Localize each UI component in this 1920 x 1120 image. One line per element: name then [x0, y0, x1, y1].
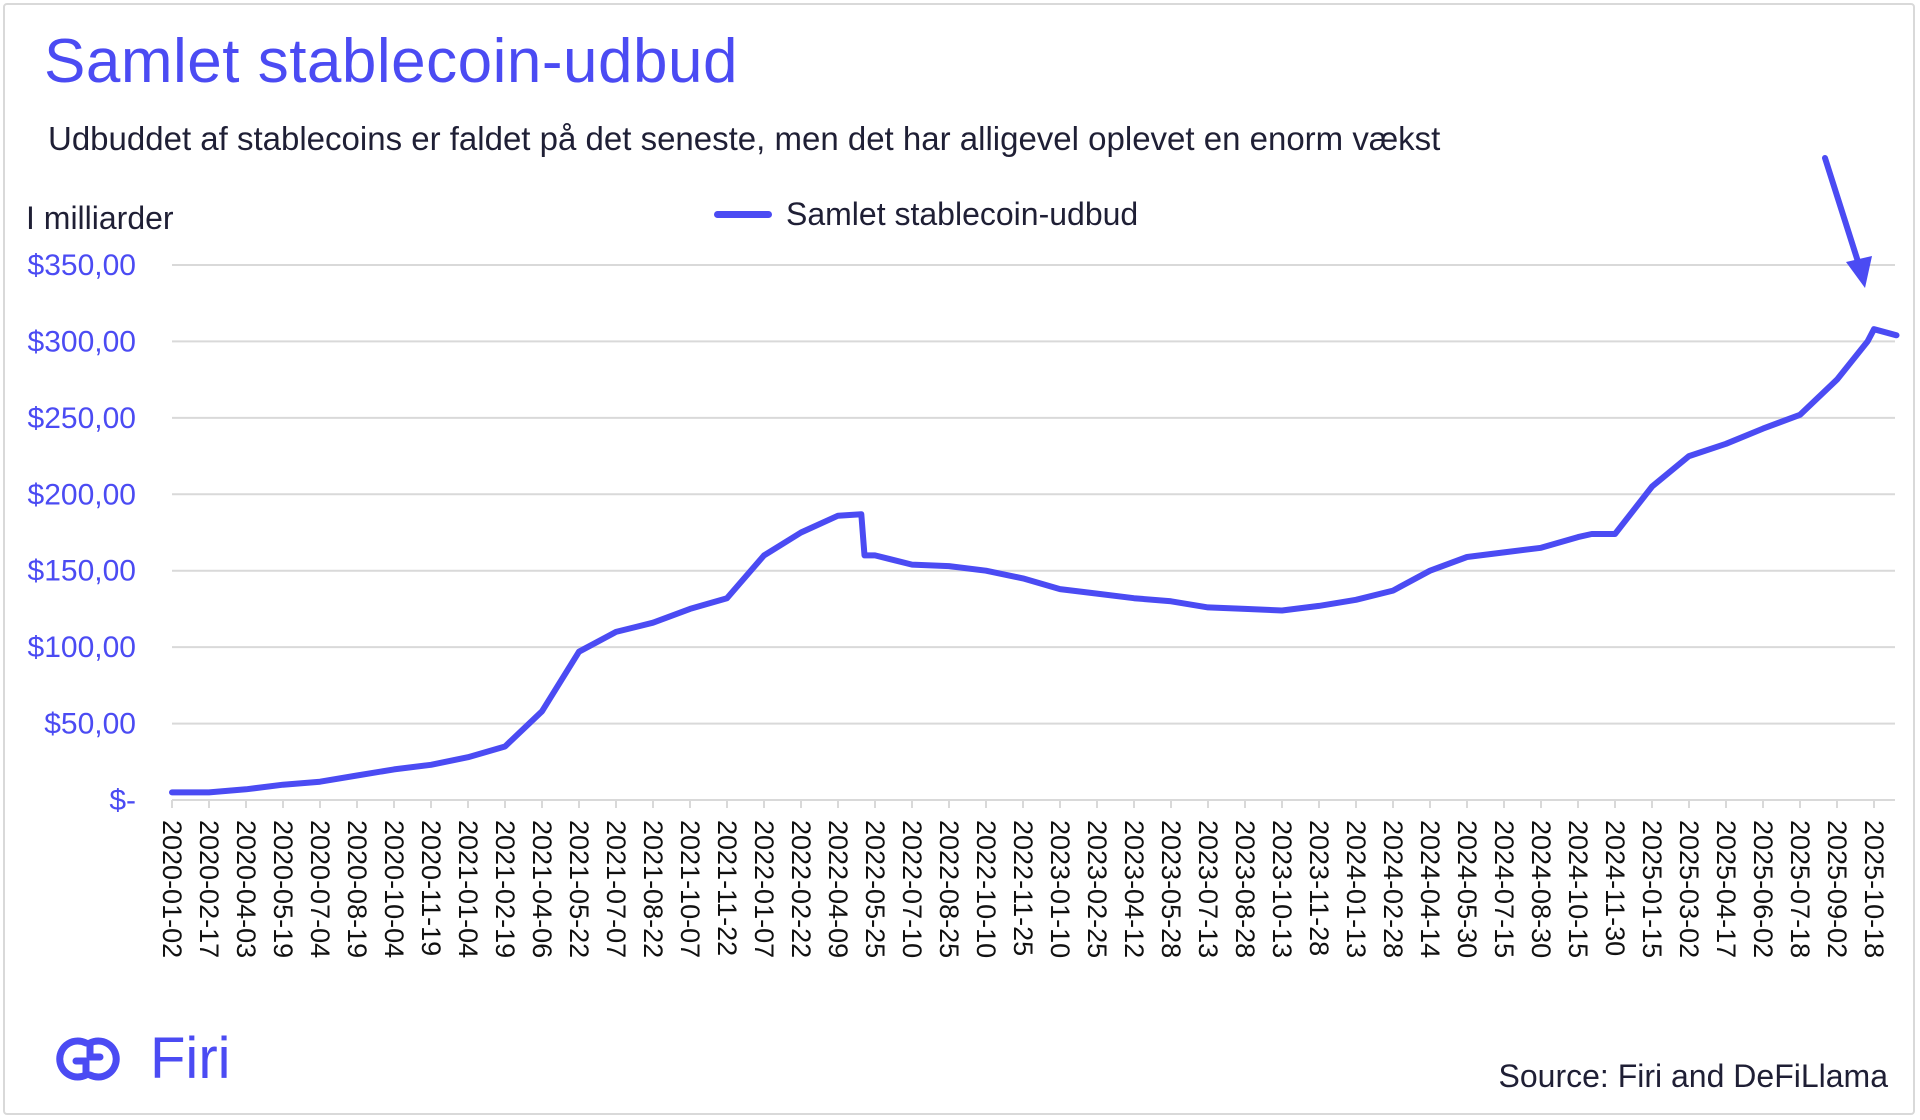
- x-tick-label: 2021-02-19: [490, 820, 520, 958]
- y-tick-label: $-: [109, 784, 136, 817]
- legend-swatch: [714, 211, 772, 218]
- x-tick-label: 2022-11-25: [1008, 820, 1038, 956]
- y-tick-label: $200,00: [28, 478, 136, 511]
- x-tick-label: 2025-06-02: [1748, 820, 1778, 958]
- x-tick-label: 2024-05-30: [1452, 820, 1482, 958]
- x-tick-label: 2021-07-07: [601, 820, 631, 958]
- y-tick-label: $250,00: [28, 402, 136, 435]
- x-tick-label: 2022-10-10: [971, 820, 1001, 958]
- x-tick-label: 2025-09-02: [1822, 820, 1852, 958]
- x-tick-label: 2020-04-03: [231, 820, 261, 958]
- x-tick-label: 2021-11-22: [712, 820, 742, 956]
- legend-label: Samlet stablecoin-udbud: [786, 196, 1139, 232]
- annotation-arrow-shaft: [1822, 155, 1863, 271]
- x-tick-label: 2023-04-12: [1119, 820, 1149, 958]
- x-tick-label: 2023-10-13: [1267, 820, 1297, 958]
- x-tick-label: 2020-07-04: [305, 820, 335, 958]
- x-tick-label: 2022-07-10: [897, 820, 927, 958]
- x-tick-label: 2021-08-22: [638, 820, 668, 958]
- source-note: Source: Firi and DeFiLlama: [1498, 1058, 1888, 1094]
- annotation-arrow-head: [1846, 256, 1872, 288]
- series-line: [169, 326, 1900, 796]
- y-tick-label: $300,00: [28, 325, 136, 358]
- x-tick-label: 2020-05-19: [268, 820, 298, 958]
- x-tick-label: 2021-10-07: [675, 820, 705, 958]
- x-tick-label: 2025-10-18: [1859, 820, 1889, 958]
- x-tick-label: 2024-07-15: [1489, 820, 1519, 958]
- legend: Samlet stablecoin-udbud: [714, 196, 1138, 233]
- y-tick-label: $150,00: [28, 555, 136, 588]
- x-tick-label: 2024-08-30: [1526, 820, 1556, 958]
- x-tick-label: 2024-11-30: [1600, 820, 1630, 956]
- x-tick-label: 2020-08-19: [342, 820, 372, 958]
- x-tick-label: 2021-04-06: [527, 820, 557, 958]
- x-tick-label: 2025-07-18: [1785, 820, 1815, 958]
- firi-logo-icon: [56, 1037, 120, 1080]
- chart-title: Samlet stablecoin-udbud: [44, 27, 738, 96]
- x-tick-label: 2025-03-02: [1674, 820, 1704, 958]
- y-tick-label: $100,00: [28, 631, 136, 664]
- x-tick-label: 2025-01-15: [1637, 820, 1667, 958]
- y-tick-label: $350,00: [28, 249, 136, 282]
- x-tick-label: 2022-01-07: [749, 820, 779, 958]
- x-tick-label: 2021-05-22: [564, 820, 594, 958]
- chart-frame: [3, 3, 1915, 1115]
- x-tick-label: 2022-08-25: [934, 820, 964, 958]
- firi-logo: Firi: [38, 1025, 231, 1092]
- y-tick-label: $50,00: [44, 708, 136, 741]
- x-tick-label: 2024-10-15: [1563, 820, 1593, 958]
- x-tick-label: 2020-02-17: [194, 820, 224, 958]
- x-tick-label: 2020-10-04: [379, 820, 409, 958]
- x-tick-label: 2023-11-28: [1304, 820, 1334, 956]
- x-tick-label: 2022-04-09: [823, 820, 853, 958]
- x-tick-label: 2023-07-13: [1193, 820, 1223, 958]
- x-tick-label: 2023-01-10: [1045, 820, 1075, 958]
- logo-text: Firi: [150, 1026, 231, 1091]
- x-tick-label: 2023-08-28: [1230, 820, 1260, 958]
- x-tick-label: 2023-02-25: [1082, 820, 1112, 958]
- x-tick-label: 2024-01-13: [1341, 820, 1371, 958]
- x-tick-label: 2020-11-19: [416, 820, 446, 956]
- x-tick-label: 2025-04-17: [1711, 820, 1741, 958]
- x-tick-label: 2021-01-04: [453, 820, 483, 958]
- y-axis-unit-label: I milliarder: [26, 200, 174, 236]
- x-tick-label: 2022-02-22: [786, 820, 816, 958]
- chart-subtitle: Udbuddet af stablecoins er faldet på det…: [48, 120, 1441, 157]
- x-tick-label: 2020-01-02: [157, 820, 187, 958]
- x-tick-label: 2024-02-28: [1378, 820, 1408, 958]
- x-tick-label: 2022-05-25: [860, 820, 890, 958]
- x-tick-label: 2024-04-14: [1415, 820, 1445, 958]
- x-tick-label: 2023-05-28: [1156, 820, 1186, 958]
